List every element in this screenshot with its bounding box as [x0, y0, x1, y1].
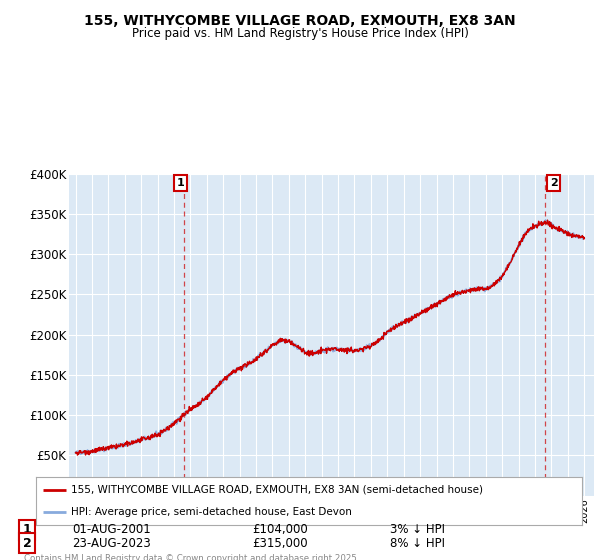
Text: 1: 1: [176, 178, 184, 188]
Text: 155, WITHYCOMBE VILLAGE ROAD, EXMOUTH, EX8 3AN (semi-detached house): 155, WITHYCOMBE VILLAGE ROAD, EXMOUTH, E…: [71, 485, 484, 495]
Text: HPI: Average price, semi-detached house, East Devon: HPI: Average price, semi-detached house,…: [71, 507, 352, 517]
Text: £104,000: £104,000: [252, 523, 308, 536]
Text: Price paid vs. HM Land Registry's House Price Index (HPI): Price paid vs. HM Land Registry's House …: [131, 27, 469, 40]
Text: 2: 2: [550, 178, 557, 188]
Text: 1: 1: [23, 523, 31, 536]
Text: £315,000: £315,000: [252, 536, 308, 550]
Text: 8% ↓ HPI: 8% ↓ HPI: [390, 536, 445, 550]
Text: Contains HM Land Registry data © Crown copyright and database right 2025.
This d: Contains HM Land Registry data © Crown c…: [24, 554, 359, 560]
Text: 3% ↓ HPI: 3% ↓ HPI: [390, 523, 445, 536]
Text: 01-AUG-2001: 01-AUG-2001: [72, 523, 151, 536]
Text: 2: 2: [23, 536, 31, 550]
Text: 155, WITHYCOMBE VILLAGE ROAD, EXMOUTH, EX8 3AN: 155, WITHYCOMBE VILLAGE ROAD, EXMOUTH, E…: [84, 14, 516, 28]
Text: 23-AUG-2023: 23-AUG-2023: [72, 536, 151, 550]
